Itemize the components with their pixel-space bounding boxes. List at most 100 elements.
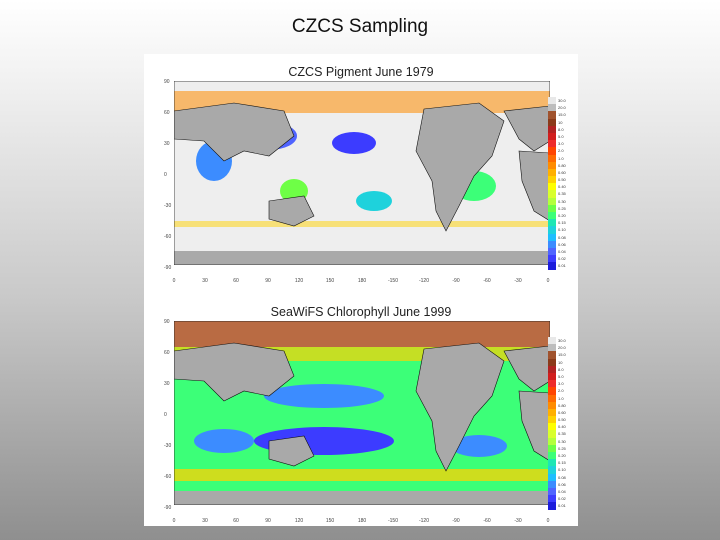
africa-landmass	[518, 150, 550, 222]
americas-landmass	[415, 102, 505, 232]
colorbar-label: 0.15	[558, 220, 566, 226]
colorbar-label: 30.0	[558, 98, 566, 103]
x-tick-label: 30	[202, 518, 208, 524]
x-tick-label: -150	[387, 518, 398, 524]
x-tick-label: -60	[483, 518, 491, 524]
asia-landmass	[174, 102, 295, 162]
x-tick-label: -90	[452, 518, 460, 524]
x-tick-label: 30	[202, 278, 208, 284]
colorbar-label: 0.04	[558, 488, 566, 494]
australia-landmass	[268, 195, 315, 227]
colorbar-label: 15.0	[558, 352, 566, 358]
czcs-map	[174, 81, 550, 265]
x-tick-label: 120	[294, 518, 304, 524]
y-tick-label: -90	[164, 505, 172, 511]
slide-title: CZCS Sampling	[291, 16, 429, 37]
colorbar-label: 3.0	[558, 141, 564, 147]
x-tick-label: 120	[294, 278, 304, 284]
x-tick-label: 150	[325, 278, 335, 284]
colorbar-label: 0.25	[558, 445, 566, 451]
colorbar-label: 1.0	[558, 395, 564, 401]
colorbar-label: 10	[558, 119, 563, 125]
x-tick-label: -120	[418, 518, 429, 524]
colorbar-swatch	[548, 212, 556, 220]
colorbar-label: 0.20	[558, 453, 566, 458]
colorbar-swatch	[548, 197, 556, 205]
colorbar-swatch	[548, 401, 556, 409]
figure-container: CZCS Pigment June 1979	[144, 54, 578, 526]
colorbar-swatch	[548, 140, 556, 148]
colorbar-swatch	[548, 502, 556, 510]
colorbar-swatch	[548, 344, 556, 352]
antarctica-landmass	[174, 491, 550, 505]
seawifs-map	[174, 321, 550, 505]
colorbar-label: 20.0	[558, 345, 566, 351]
colorbar-label: 0.50	[558, 417, 566, 423]
seawifs-panel: SeaWiFS Chlorophyll June 1999	[144, 294, 578, 530]
colorbar-label: 0.10	[558, 227, 566, 233]
y-tick-label: 90	[164, 319, 170, 325]
colorbar	[548, 337, 556, 510]
subtropical-gyre	[451, 435, 507, 457]
colorbar-swatch	[548, 147, 556, 155]
colorbar-swatch	[548, 255, 556, 263]
ocean-patch	[356, 191, 392, 211]
southern-band	[174, 221, 550, 227]
y-tick-label: -60	[164, 234, 172, 240]
colorbar-labels: 30.0 20.0 15.0 10 8.0 5.0 3.0 2.0 1.0 0.80 0.60 0.5…	[558, 97, 566, 270]
colorbar-swatch	[548, 365, 556, 373]
colorbar-swatch	[548, 437, 556, 445]
europe-landmass	[503, 105, 550, 152]
colorbar	[548, 97, 556, 270]
y-tick-label: -90	[164, 265, 172, 271]
subtropical-gyre	[194, 429, 254, 453]
colorbar-labels: 30.0 20.0 15.0 10 8.0 5.0 3.0 2.0 1.0 0.80 0.60 0.5…	[558, 337, 566, 510]
colorbar-swatch	[548, 337, 556, 345]
x-tick-label: -60	[483, 278, 491, 284]
colorbar-label: 0.80	[558, 402, 566, 408]
colorbar-label: 8.0	[558, 366, 564, 372]
colorbar-label: 0.08	[558, 234, 566, 240]
y-tick-label: -60	[164, 474, 172, 480]
czcs-panel-title: CZCS Pigment June 1979	[288, 65, 434, 79]
colorbar-swatch	[548, 204, 556, 212]
x-tick-label: 90	[265, 518, 271, 524]
colorbar-label: 0.20	[558, 213, 566, 218]
y-tick-label: -30	[164, 443, 172, 449]
czcs-map-graphic	[174, 81, 550, 265]
colorbar-label: 8.0	[558, 126, 564, 132]
colorbar-label: 0.01	[558, 503, 566, 509]
colorbar-swatch	[548, 118, 556, 126]
colorbar-swatch	[548, 262, 556, 270]
x-tick-label: 60	[233, 518, 239, 524]
y-tick-label: -30	[164, 203, 172, 209]
colorbar-swatch	[548, 459, 556, 467]
colorbar-label: 0.40	[558, 184, 566, 190]
x-tick-label: -30	[514, 278, 522, 284]
colorbar-swatch	[548, 394, 556, 402]
colorbar-swatch	[548, 473, 556, 481]
colorbar-label: 5.0	[558, 373, 564, 379]
colorbar-label: 0.35	[558, 191, 566, 197]
x-tick-label: -120	[418, 278, 429, 284]
y-tick-label: 60	[164, 110, 170, 116]
europe-landmass	[503, 345, 550, 392]
colorbar-swatch	[548, 416, 556, 424]
x-tick-label: 180	[357, 518, 367, 524]
colorbar-swatch	[548, 111, 556, 119]
colorbar-label: 2.0	[558, 388, 564, 394]
colorbar-label: 20.0	[558, 105, 566, 111]
colorbar-label: 0.06	[558, 241, 566, 247]
seawifs-panel-title: SeaWiFS Chlorophyll June 1999	[270, 305, 452, 319]
x-tick-label: -150	[387, 278, 398, 284]
colorbar-swatch	[548, 183, 556, 191]
x-tick-label: 150	[325, 518, 335, 524]
x-tick-label: 0	[546, 518, 550, 524]
colorbar-label: 0.50	[558, 177, 566, 183]
africa-landmass	[518, 390, 550, 462]
colorbar-swatch	[548, 487, 556, 496]
colorbar-swatch	[548, 161, 556, 169]
colorbar-swatch	[548, 97, 556, 105]
x-tick-label: -30	[514, 518, 522, 524]
y-tick-label: 90	[164, 79, 170, 85]
